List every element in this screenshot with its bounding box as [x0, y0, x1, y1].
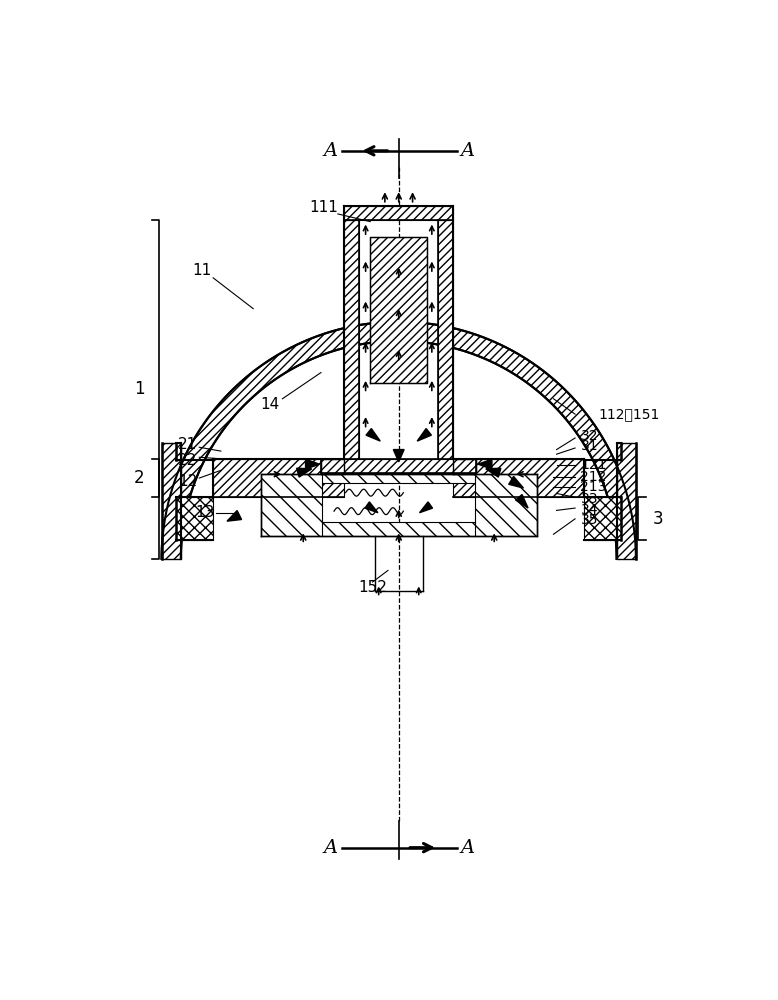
Bar	[617, 443, 622, 460]
Bar	[584, 497, 622, 540]
Text: A: A	[323, 839, 337, 857]
Bar	[344, 206, 454, 220]
Polygon shape	[485, 468, 501, 477]
Text: 212: 212	[580, 470, 607, 484]
Text: A: A	[323, 142, 337, 160]
Polygon shape	[419, 502, 433, 513]
Bar	[454, 459, 584, 497]
Text: 152: 152	[358, 580, 387, 595]
Bar	[321, 459, 476, 473]
Text: 13: 13	[196, 505, 216, 520]
Text: 31: 31	[580, 439, 598, 453]
Text: 14: 14	[261, 397, 280, 412]
Text: 213: 213	[580, 480, 607, 494]
Text: 2: 2	[134, 469, 145, 487]
Polygon shape	[478, 459, 492, 469]
Text: 112、151: 112、151	[598, 407, 660, 421]
Text: 21: 21	[178, 437, 198, 452]
Bar	[438, 220, 454, 459]
Text: 32: 32	[580, 429, 598, 443]
Text: 35: 35	[580, 513, 598, 527]
Text: 111: 111	[310, 200, 338, 215]
Polygon shape	[366, 429, 380, 441]
Bar	[344, 220, 359, 459]
Text: 121: 121	[580, 458, 607, 472]
Text: 12: 12	[178, 474, 198, 489]
Text: 3: 3	[653, 510, 664, 528]
Text: 33: 33	[580, 492, 598, 506]
Text: 1: 1	[134, 380, 145, 398]
Text: 22: 22	[178, 453, 198, 468]
Polygon shape	[296, 468, 312, 477]
Bar	[176, 443, 180, 460]
Polygon shape	[365, 502, 378, 513]
Polygon shape	[162, 322, 636, 559]
Polygon shape	[227, 511, 242, 521]
Polygon shape	[306, 459, 320, 469]
Bar	[261, 474, 323, 536]
Polygon shape	[417, 429, 431, 441]
Bar	[475, 474, 537, 536]
Text: A: A	[461, 839, 475, 857]
Bar	[617, 443, 636, 559]
Bar	[323, 474, 475, 483]
Bar	[176, 497, 213, 540]
Text: A: A	[461, 142, 475, 160]
Bar	[323, 522, 475, 536]
Bar	[321, 459, 344, 474]
Bar	[370, 237, 427, 383]
Polygon shape	[509, 476, 524, 488]
Text: 11: 11	[192, 263, 212, 278]
Bar	[162, 443, 180, 559]
Bar	[454, 459, 476, 474]
Polygon shape	[516, 495, 528, 508]
Text: 34: 34	[580, 503, 598, 517]
Polygon shape	[394, 450, 404, 462]
Bar	[213, 459, 344, 497]
